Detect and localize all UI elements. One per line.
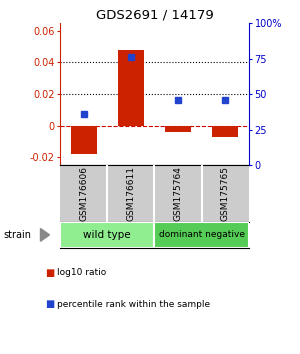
Title: GDS2691 / 14179: GDS2691 / 14179 xyxy=(96,9,213,22)
Text: GSM176611: GSM176611 xyxy=(126,166,135,221)
Text: GSM176606: GSM176606 xyxy=(79,166,88,221)
Bar xyxy=(165,126,191,132)
Text: GSM175764: GSM175764 xyxy=(174,166,183,221)
Text: dominant negative: dominant negative xyxy=(159,230,245,239)
Text: strain: strain xyxy=(3,230,31,240)
Bar xyxy=(60,222,154,248)
Text: percentile rank within the sample: percentile rank within the sample xyxy=(57,300,210,309)
Bar xyxy=(154,222,249,248)
Text: ■: ■ xyxy=(45,299,54,309)
Text: GSM175765: GSM175765 xyxy=(221,166,230,221)
Text: wild type: wild type xyxy=(83,230,131,240)
Bar xyxy=(118,50,144,126)
Text: ■: ■ xyxy=(45,268,54,278)
Bar xyxy=(212,126,238,137)
Text: log10 ratio: log10 ratio xyxy=(57,268,106,277)
Polygon shape xyxy=(40,229,50,241)
Bar xyxy=(70,126,97,154)
